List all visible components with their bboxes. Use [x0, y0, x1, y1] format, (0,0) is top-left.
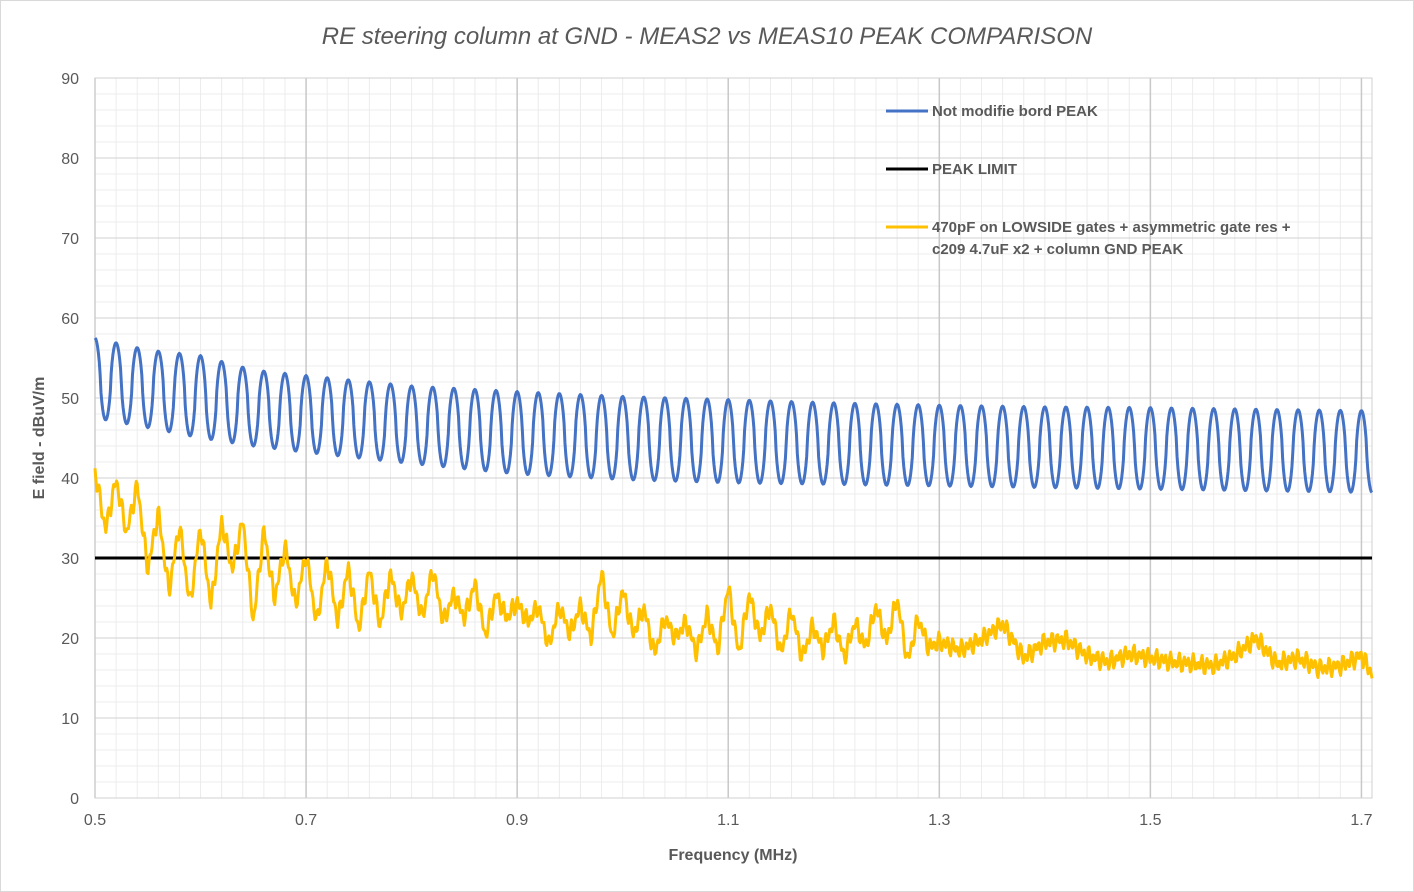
- x-tick-label: 0.7: [295, 812, 317, 829]
- y-tick-label: 70: [61, 231, 79, 248]
- y-tick-label: 40: [61, 471, 79, 488]
- x-tick-label: 1.7: [1350, 812, 1372, 829]
- y-tick-label: 60: [61, 311, 79, 328]
- x-tick-label: 0.9: [506, 812, 528, 829]
- x-tick-label: 1.1: [717, 812, 739, 829]
- x-tick-label: 0.5: [84, 812, 106, 829]
- y-tick-label: 80: [61, 151, 79, 168]
- y-tick-label: 10: [61, 711, 79, 728]
- y-tick-label: 30: [61, 551, 79, 568]
- x-tick-label: 1.5: [1139, 812, 1161, 829]
- x-tick-label: 1.3: [928, 812, 950, 829]
- y-tick-label: 90: [61, 71, 79, 88]
- x-axis-label: Frequency (MHz): [669, 847, 798, 864]
- legend-label-470pf-line1: 470pF on LOWSIDE gates + asymmetric gate…: [932, 219, 1291, 236]
- series-line-470pf: [93, 468, 1374, 679]
- legend-label-not-modified: Not modifie bord PEAK: [932, 103, 1098, 120]
- legend-label-470pf-line2: c209 4.7uF x2 + column GND PEAK: [932, 241, 1184, 258]
- chart-title: RE steering column at GND - MEAS2 vs MEA…: [322, 23, 1093, 50]
- plot-area-border: [94, 77, 1373, 799]
- y-axis-label: E field - dBuV/m: [31, 377, 48, 500]
- tick-labels: 0 10 20 30 40 50 60 70 80 90 0.5 0.7 0.9 1.1 1.3 1.5 1.7: [61, 71, 1372, 829]
- y-tick-label: 0: [70, 791, 79, 808]
- legend-label-peak-limit: PEAK LIMIT: [932, 161, 1017, 178]
- series-line-not-modified: [93, 337, 1374, 494]
- y-tick-label: 50: [61, 391, 79, 408]
- series-layer: [93, 337, 1374, 679]
- legend: Not modifie bord PEAK PEAK LIMIT 470pF o…: [886, 103, 1291, 258]
- grid: [94, 77, 1373, 799]
- y-tick-label: 20: [61, 631, 79, 648]
